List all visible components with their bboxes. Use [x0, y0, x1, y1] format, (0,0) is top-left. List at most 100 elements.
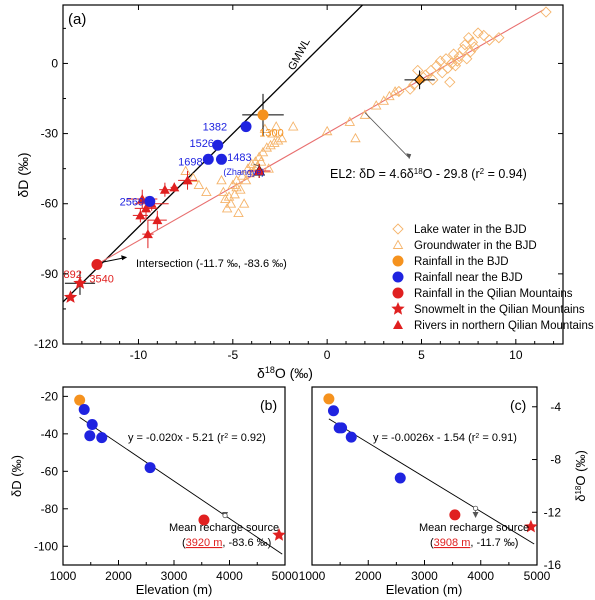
lake-water-point — [472, 27, 484, 39]
groundwater-point — [350, 132, 361, 143]
y-tick-label: -12 — [544, 505, 562, 519]
groundwater-point — [187, 172, 199, 182]
y-tick-label-a: 0 — [51, 56, 58, 70]
y-tick-label: -16 — [544, 558, 562, 572]
lake-water-point — [453, 50, 465, 63]
data-point — [272, 528, 285, 541]
x-tick-label-a: 10 — [509, 348, 523, 362]
panel-c: (c) y = -0.0026x - 1.54 (r2 = 0.91) Mean… — [299, 386, 588, 597]
snowmelt-point — [63, 290, 78, 303]
x-tick-label: 5000 — [524, 569, 551, 583]
legend-label: Rainfall in the Qilian Mountains — [414, 288, 573, 300]
river-point — [182, 175, 193, 185]
y-tick-label: -40 — [41, 427, 59, 441]
data-point — [323, 393, 335, 405]
groundwater-point — [236, 170, 248, 180]
lake-water-point — [393, 85, 405, 98]
gmwl-label: GMWL — [286, 37, 313, 73]
panel-c-axes: 1000 2000 3000 4000 5000 -4 -8 -12 -16 — [299, 400, 562, 583]
zhangye-arrow — [253, 163, 260, 167]
groundwater-point — [384, 90, 395, 101]
groundwater-point — [267, 128, 278, 138]
panel-c-note-elev: 3908 m — [434, 537, 471, 549]
y-tick-label: -8 — [550, 453, 561, 467]
groundwater-point — [276, 132, 288, 143]
intersection-arrow — [102, 257, 124, 263]
point-label: 1483 — [227, 152, 251, 164]
data-point — [74, 394, 86, 406]
data-point — [86, 418, 98, 430]
legend-marker — [391, 302, 405, 315]
groundwater-point — [269, 137, 280, 147]
recharge-arrowhead — [472, 512, 479, 518]
fit-line — [79, 416, 283, 555]
river-point — [152, 215, 163, 225]
groundwater-point — [219, 193, 231, 203]
panel-c-label: (c) — [510, 397, 526, 413]
legend-marker — [392, 287, 404, 299]
river-point — [135, 210, 146, 220]
groundwater-point — [246, 158, 257, 168]
lake-water-point — [466, 36, 479, 49]
x-tick-label: 4000 — [216, 569, 243, 583]
lake-water-point — [430, 60, 443, 72]
legend-marker — [392, 271, 404, 283]
el2-label: EL2: δD = 4.6δ18O - 29.8 (r2 = 0.94) — [330, 167, 527, 182]
panel-c-note-value: (3908 m, -11.7 ‰) — [430, 537, 518, 549]
lake-water-point — [451, 55, 463, 67]
groundwater-point — [255, 156, 267, 166]
point-label: 3540 — [89, 274, 113, 286]
groundwater-point — [378, 95, 390, 105]
groundwater-point — [389, 86, 401, 96]
x-tick-label: 4000 — [467, 569, 494, 583]
recharge-point — [472, 505, 479, 511]
panel-c-xlabel: Elevation (m) — [386, 582, 463, 597]
data-point — [345, 431, 357, 443]
panel-a-ylabel: δD (‰) — [15, 152, 31, 197]
lake-water-point — [412, 64, 424, 77]
panel-a-legend: Lake water in the BJD Groundwater in the … — [391, 223, 594, 332]
lake-water-point — [468, 41, 480, 53]
river-point — [169, 182, 180, 192]
y-tick-label-a: -90 — [41, 267, 59, 281]
groundwater-point — [216, 174, 227, 185]
data-point — [524, 519, 537, 533]
legend-label: Snowmelt in the Qilian Mountains — [414, 304, 585, 316]
groundwater-point — [227, 179, 239, 189]
rainfall-near-bjd-point — [202, 153, 214, 165]
x-tick-label-a: 0 — [324, 348, 331, 362]
fit-line — [328, 418, 535, 545]
lake-water-point — [464, 46, 477, 58]
lake-mean-point — [413, 74, 426, 86]
panel-b-note-value: (3920 m, -83.6 ‰) — [182, 537, 271, 549]
x-tick-label-a: -5 — [227, 348, 238, 362]
river-point — [141, 203, 152, 213]
legend-label: Rivers in northern Qilian Mountains — [414, 320, 594, 332]
data-point — [198, 514, 210, 526]
lake-water-point — [483, 34, 496, 46]
groundwater-point — [221, 202, 233, 213]
point-label: 1300 — [259, 127, 283, 139]
point-label: (Zhangye) — [223, 167, 264, 177]
groundwater-point — [240, 174, 252, 185]
groundwater-point — [370, 100, 382, 110]
point-label: 4892 — [57, 269, 81, 281]
y-tick-label: -4 — [550, 400, 561, 414]
panel-b-note-elev: 3920 m — [186, 537, 223, 549]
lake-water-point — [447, 48, 460, 60]
panel-b-label: (b) — [260, 397, 277, 413]
river-point — [159, 184, 170, 194]
panel-c-ylabel: δ18O (‰) — [573, 450, 588, 502]
panel-a: 1382 1300 1526 1698 1483 (Zhangye) 2569 4892 354… — [15, 4, 594, 381]
panel-b-note-paren: ( — [182, 537, 186, 549]
lake-water-point — [434, 55, 446, 67]
data-point — [333, 422, 345, 434]
groundwater-point — [321, 125, 333, 136]
groundwater-point — [180, 165, 191, 175]
groundwater-point — [257, 146, 269, 157]
point-label: 1698 — [178, 157, 202, 169]
lake-water-point — [493, 32, 505, 44]
groundwater-point — [223, 191, 235, 201]
x-tick-label: 2000 — [355, 569, 382, 583]
